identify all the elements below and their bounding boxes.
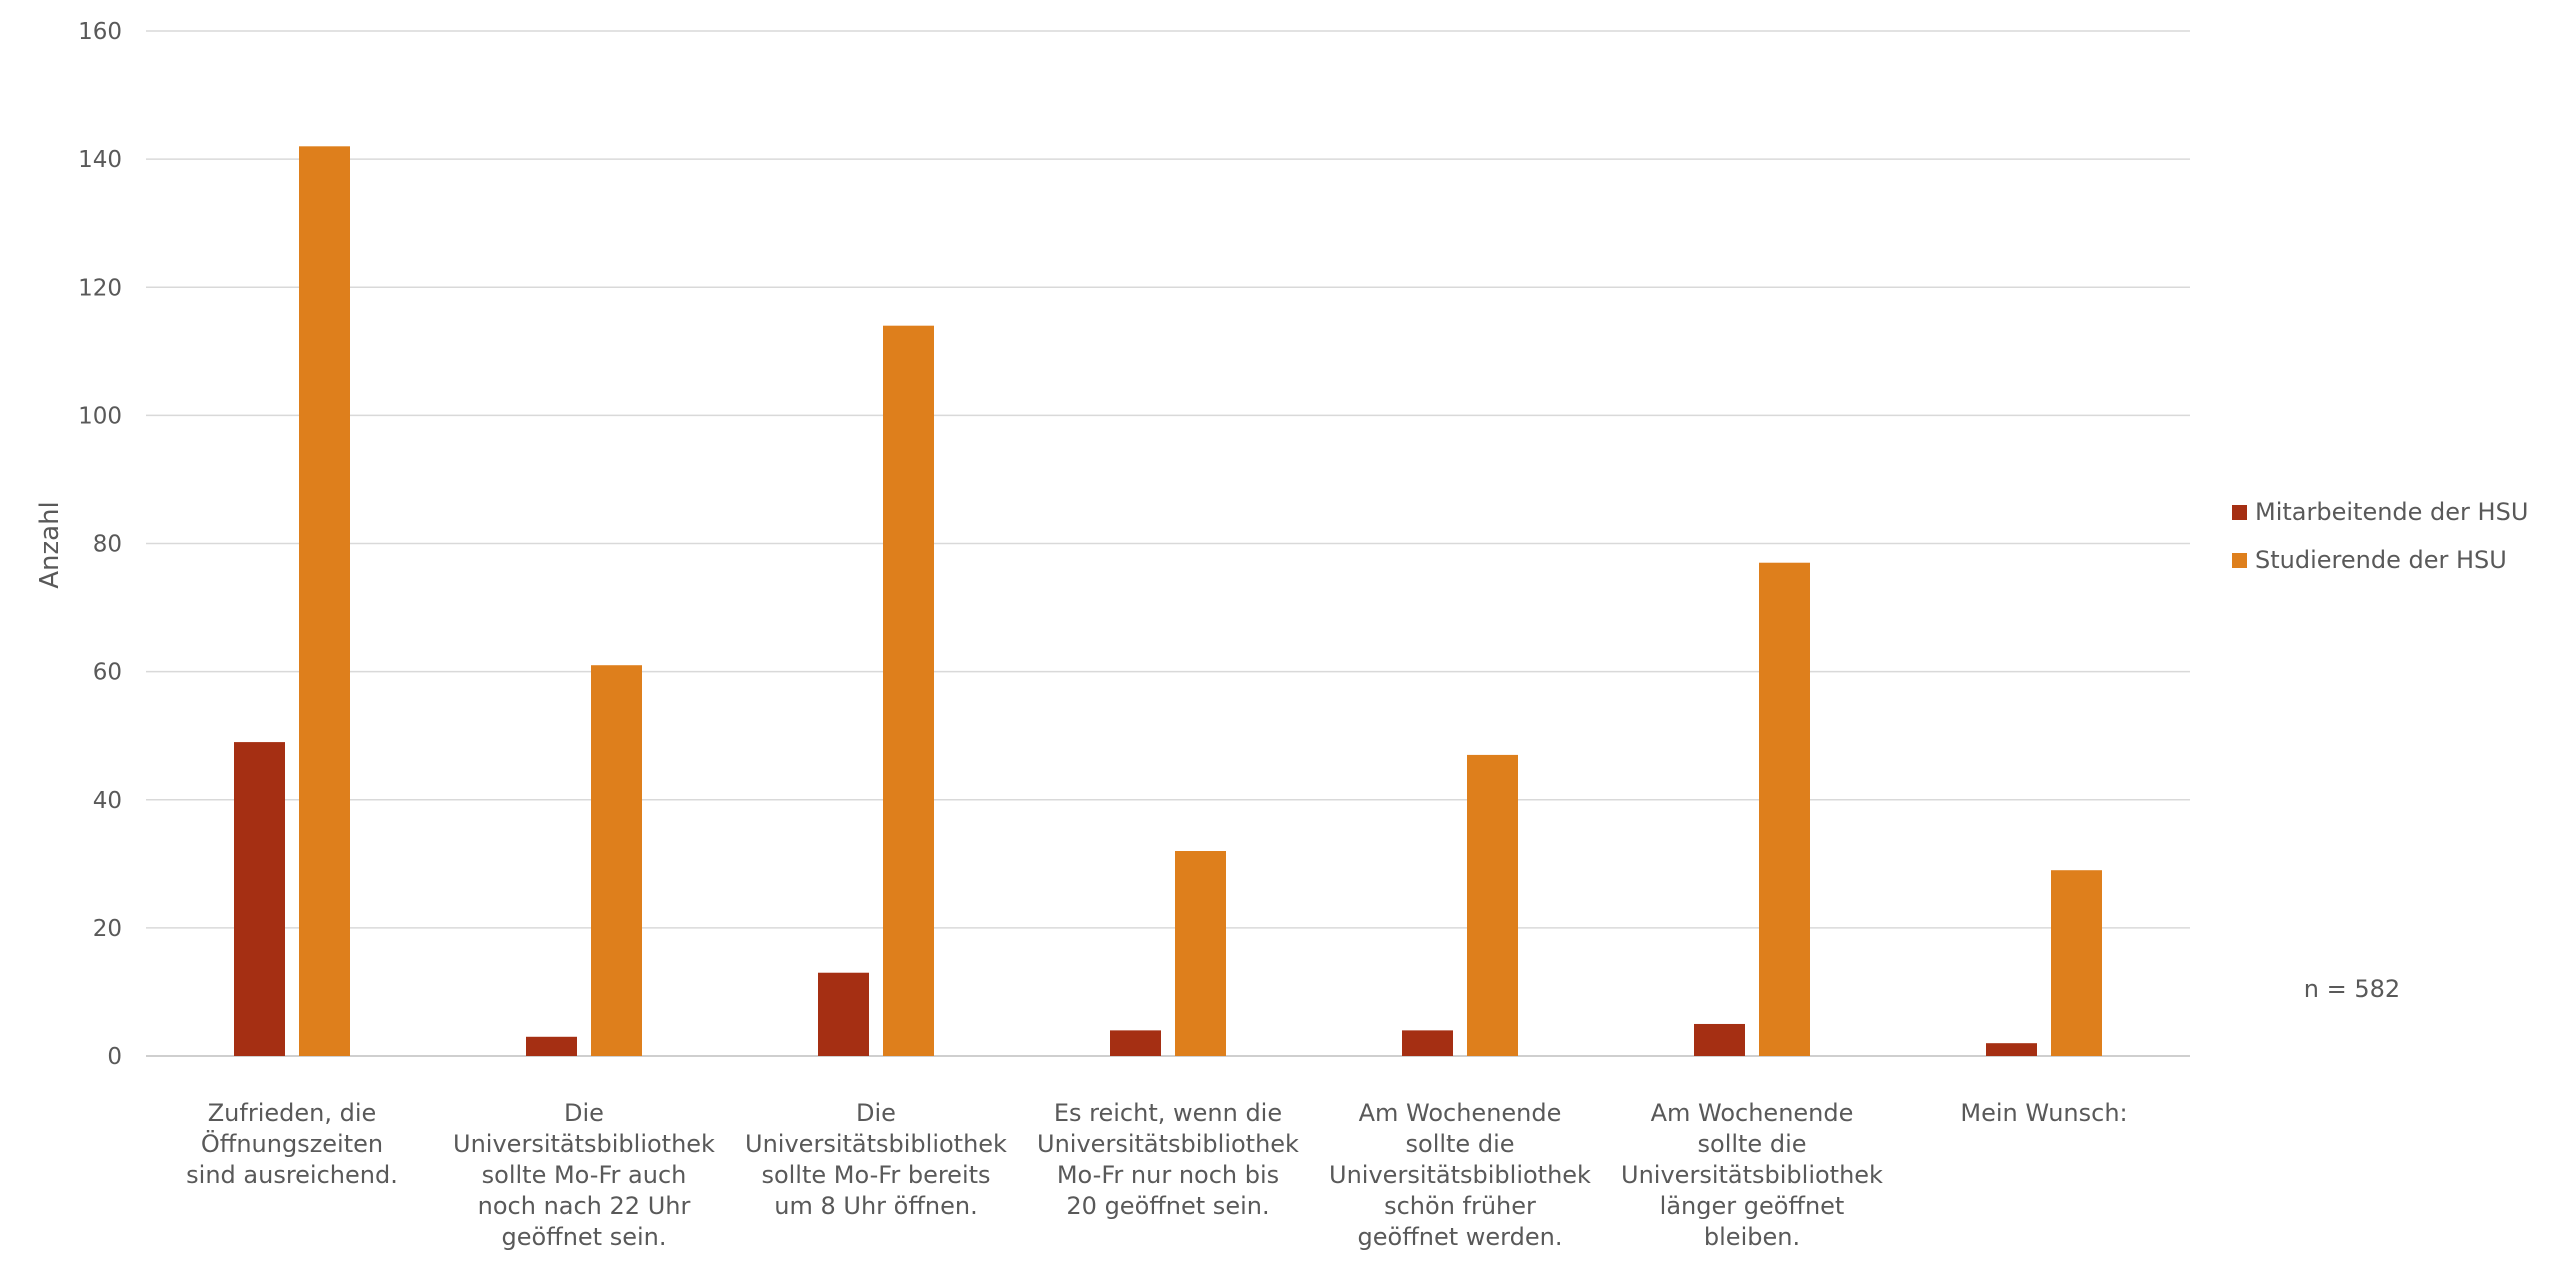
gridlines: [146, 30, 2190, 1057]
x-category-label: Mein Wunsch:: [1960, 1099, 2127, 1127]
y-tick-label: 40: [93, 788, 122, 814]
y-tick-label: 120: [78, 275, 122, 301]
y-tick-label: 80: [93, 532, 122, 558]
bar-group: [1694, 562, 1810, 1056]
bar-mitarbeitende: [1986, 1043, 2037, 1056]
legend-item: Studierende der HSU: [2232, 546, 2507, 574]
bar-mitarbeitende: [1110, 1030, 1161, 1056]
bars: [234, 146, 2102, 1056]
legend-swatch: [2232, 553, 2247, 568]
legend-swatch: [2232, 505, 2247, 520]
x-category-label: Am Wochenende sollte die Universitätsbibli…: [1621, 1099, 1883, 1251]
bar-studierende: [2051, 870, 2102, 1056]
x-category-label: Am Wochenende sollte die Universitätsbibli…: [1329, 1099, 1591, 1251]
y-axis-ticks: 0 20 40 60 80 100 120 140 160: [78, 19, 122, 1070]
bar-group: [1402, 754, 1518, 1056]
bar-group: [818, 325, 934, 1056]
legend-item: Mitarbeitende der HSU: [2232, 498, 2528, 526]
y-tick-label: 0: [107, 1044, 122, 1070]
bar-studierende: [591, 665, 642, 1056]
y-axis-title: Anzahl: [35, 501, 65, 589]
sample-size-annotation: n = 582: [2304, 975, 2400, 1003]
x-category-label: Zufrieden, die Öffnungszeiten sind ausreic…: [186, 1099, 398, 1189]
y-tick-label: 20: [93, 916, 122, 942]
bar-studierende: [883, 325, 934, 1056]
y-tick-label: 60: [93, 660, 122, 686]
y-tick-label: 160: [78, 19, 122, 45]
bar-mitarbeitende: [526, 1036, 577, 1056]
x-axis-category-labels: Zufrieden, die Öffnungszeiten sind ausreic…: [186, 1099, 2127, 1251]
bar-mitarbeitende: [1402, 1030, 1453, 1056]
bar-group: [234, 146, 350, 1056]
bar-studierende: [1759, 562, 1810, 1056]
bar-mitarbeitende: [818, 972, 869, 1056]
bar-group: [1110, 851, 1226, 1056]
bar-mitarbeitende: [234, 742, 285, 1056]
legend-label: Studierende der HSU: [2255, 546, 2507, 574]
bar-studierende: [1467, 754, 1518, 1056]
bar-mitarbeitende: [1694, 1023, 1745, 1056]
x-category-label: Die Universitätsbibliothek sollte Mo-Fr au…: [453, 1099, 715, 1251]
bar-studierende: [299, 146, 350, 1056]
bar-group: [526, 665, 642, 1056]
y-tick-label: 140: [78, 147, 122, 173]
legend-label: Mitarbeitende der HSU: [2255, 498, 2528, 526]
legend: Mitarbeitende der HSU Studierende der HSU: [2232, 498, 2528, 574]
x-category-label: Die Universitätsbibliothek sollte Mo-Fr be…: [745, 1099, 1007, 1220]
y-tick-label: 100: [78, 403, 122, 429]
bar-group: [1986, 870, 2102, 1056]
x-category-label: Es reicht, wenn die Universitätsbibliothe…: [1037, 1099, 1299, 1220]
bar-studierende: [1175, 851, 1226, 1056]
